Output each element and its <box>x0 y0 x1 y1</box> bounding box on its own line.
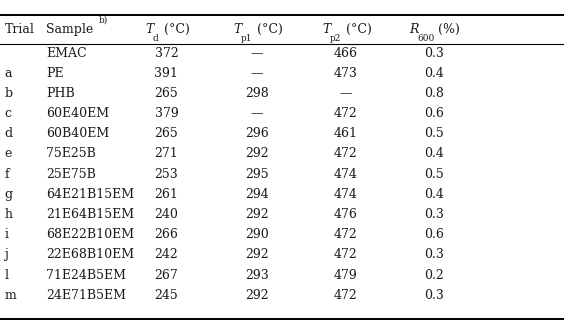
Text: j: j <box>5 248 8 261</box>
Text: T: T <box>145 23 153 36</box>
Text: Trial: Trial <box>5 23 34 36</box>
Text: 266: 266 <box>155 228 178 241</box>
Text: 0.4: 0.4 <box>424 148 444 160</box>
Text: 0.3: 0.3 <box>424 248 444 261</box>
Text: f: f <box>5 168 9 181</box>
Text: (%): (%) <box>434 23 460 36</box>
Text: p1: p1 <box>241 34 252 43</box>
Text: —: — <box>340 87 352 100</box>
Text: (°C): (°C) <box>342 23 372 36</box>
Text: 296: 296 <box>245 127 268 140</box>
Text: m: m <box>5 289 16 302</box>
Text: 22E68B10EM: 22E68B10EM <box>46 248 134 261</box>
Text: (°C): (°C) <box>253 23 283 36</box>
Text: 0.5: 0.5 <box>424 127 444 140</box>
Text: 391: 391 <box>155 67 178 80</box>
Text: 298: 298 <box>245 87 268 100</box>
Text: b): b) <box>99 16 108 25</box>
Text: i: i <box>5 228 8 241</box>
Text: 0.3: 0.3 <box>424 289 444 302</box>
Text: a: a <box>5 67 12 80</box>
Text: 472: 472 <box>334 248 358 261</box>
Text: 294: 294 <box>245 188 268 201</box>
Text: d: d <box>5 127 12 140</box>
Text: l: l <box>5 269 8 281</box>
Text: 292: 292 <box>245 289 268 302</box>
Text: 473: 473 <box>334 67 358 80</box>
Text: 0.4: 0.4 <box>424 188 444 201</box>
Text: 379: 379 <box>155 107 178 120</box>
Text: 474: 474 <box>334 168 358 181</box>
Text: T: T <box>233 23 241 36</box>
Text: 265: 265 <box>155 127 178 140</box>
Text: 240: 240 <box>155 208 178 221</box>
Text: 0.3: 0.3 <box>424 47 444 60</box>
Text: 0.3: 0.3 <box>424 208 444 221</box>
Text: 25E75B: 25E75B <box>46 168 96 181</box>
Text: EMAC: EMAC <box>46 47 87 60</box>
Text: 0.4: 0.4 <box>424 67 444 80</box>
Text: 0.6: 0.6 <box>424 107 444 120</box>
Text: 60E40EM: 60E40EM <box>46 107 109 120</box>
Text: 21E64B15EM: 21E64B15EM <box>46 208 134 221</box>
Text: 472: 472 <box>334 148 358 160</box>
Text: 472: 472 <box>334 107 358 120</box>
Text: p2: p2 <box>330 34 341 43</box>
Text: 261: 261 <box>155 188 178 201</box>
Text: 0.2: 0.2 <box>424 269 444 281</box>
Text: —: — <box>250 107 263 120</box>
Text: 292: 292 <box>245 148 268 160</box>
Text: g: g <box>5 188 12 201</box>
Text: (°C): (°C) <box>160 23 190 36</box>
Text: PHB: PHB <box>46 87 75 100</box>
Text: 474: 474 <box>334 188 358 201</box>
Text: 265: 265 <box>155 87 178 100</box>
Text: —: — <box>250 47 263 60</box>
Text: 472: 472 <box>334 228 358 241</box>
Text: e: e <box>5 148 12 160</box>
Text: T: T <box>322 23 331 36</box>
Text: 293: 293 <box>245 269 268 281</box>
Text: 476: 476 <box>334 208 358 221</box>
Text: 0.5: 0.5 <box>424 168 444 181</box>
Text: 64E21B15EM: 64E21B15EM <box>46 188 134 201</box>
Text: 75E25B: 75E25B <box>46 148 96 160</box>
Text: R: R <box>409 23 419 36</box>
Text: 0.6: 0.6 <box>424 228 444 241</box>
Text: 292: 292 <box>245 248 268 261</box>
Text: 68E22B10EM: 68E22B10EM <box>46 228 134 241</box>
Text: 71E24B5EM: 71E24B5EM <box>46 269 126 281</box>
Text: 600: 600 <box>417 34 435 43</box>
Text: 267: 267 <box>155 269 178 281</box>
Text: —: — <box>250 67 263 80</box>
Text: 372: 372 <box>155 47 178 60</box>
Text: Sample: Sample <box>46 23 94 36</box>
Text: 290: 290 <box>245 228 268 241</box>
Text: 24E71B5EM: 24E71B5EM <box>46 289 126 302</box>
Text: 242: 242 <box>155 248 178 261</box>
Text: b: b <box>5 87 12 100</box>
Text: h: h <box>5 208 12 221</box>
Text: 472: 472 <box>334 289 358 302</box>
Text: 295: 295 <box>245 168 268 181</box>
Text: 292: 292 <box>245 208 268 221</box>
Text: 479: 479 <box>334 269 358 281</box>
Text: c: c <box>5 107 11 120</box>
Text: 461: 461 <box>334 127 358 140</box>
Text: 466: 466 <box>334 47 358 60</box>
Text: PE: PE <box>46 67 64 80</box>
Text: 253: 253 <box>155 168 178 181</box>
Text: 271: 271 <box>155 148 178 160</box>
Text: 60B40EM: 60B40EM <box>46 127 109 140</box>
Text: d: d <box>153 34 158 43</box>
Text: 245: 245 <box>155 289 178 302</box>
Text: 0.8: 0.8 <box>424 87 444 100</box>
